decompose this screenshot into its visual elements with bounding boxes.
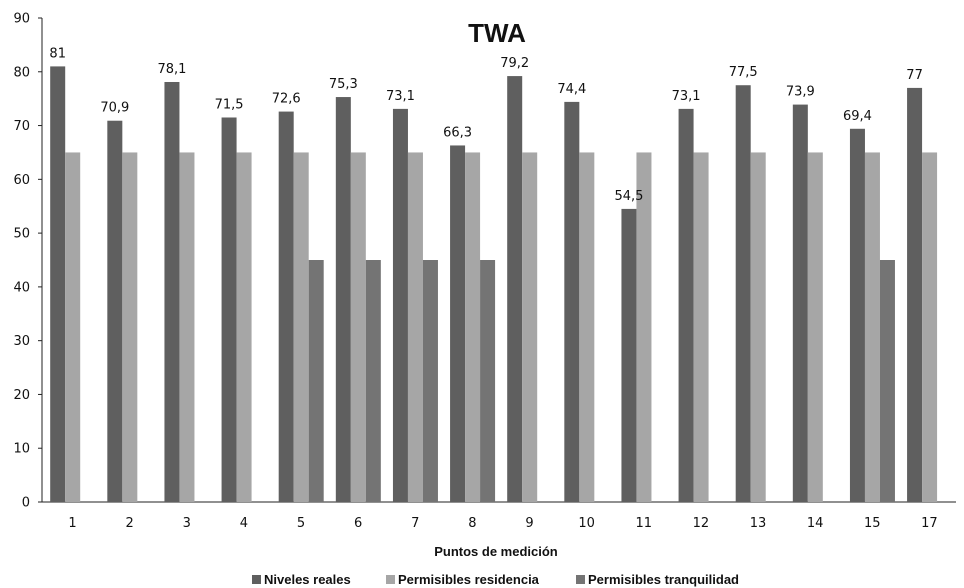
y-tick-label: 10: [13, 442, 30, 457]
data-label: 77,5: [729, 65, 758, 80]
data-label: 78,1: [157, 62, 186, 77]
x-tick-label: 5: [297, 516, 305, 531]
bar-permisibles-residencia: [350, 152, 366, 502]
x-tick-label: 10: [578, 516, 595, 531]
data-label: 69,4: [843, 109, 872, 124]
x-tick-label: 8: [468, 516, 476, 531]
x-axis-ticks: 1 2 3 4 5 6 7 8 9 10 11 12 13 14 15 17: [68, 516, 937, 531]
bar-permisibles-residencia: [522, 152, 538, 502]
bar-permisibles-tranquilidad: [422, 260, 438, 502]
data-label: 71,5: [215, 97, 244, 112]
bar-permisibles-tranquilidad: [308, 260, 324, 502]
data-label: 73,1: [672, 89, 701, 104]
data-label: 54,5: [614, 189, 643, 204]
bar-niveles-reales: [735, 85, 751, 502]
bar-niveles-reales: [107, 120, 123, 503]
x-tick-label: 12: [693, 516, 710, 531]
y-tick-label: 40: [13, 280, 30, 295]
y-tick-label: 80: [13, 65, 30, 80]
y-tick-label: 50: [13, 227, 30, 242]
data-label: 72,6: [272, 92, 301, 107]
bar-permisibles-residencia: [750, 152, 766, 502]
bar-niveles-reales: [335, 97, 351, 502]
x-tick-label: 6: [354, 516, 362, 531]
bar-permisibles-residencia: [807, 152, 823, 502]
x-tick-label: 4: [240, 516, 248, 531]
data-label: 77: [906, 68, 923, 83]
x-tick-label: 17: [921, 516, 938, 531]
bar-niveles-reales: [849, 128, 865, 502]
bar-niveles-reales: [164, 81, 180, 503]
bar-permisibles-residencia: [236, 152, 252, 502]
data-label: 70,9: [100, 101, 129, 116]
bar-permisibles-tranquilidad: [480, 260, 496, 502]
data-label: 66,3: [443, 125, 472, 140]
bar-niveles-reales: [221, 117, 237, 502]
legend-label: Permisibles tranquilidad: [588, 572, 739, 587]
bar-permisibles-residencia: [636, 152, 652, 502]
legend-swatch: [386, 575, 395, 584]
bar-permisibles-residencia: [579, 152, 595, 502]
legend-swatch: [252, 575, 261, 584]
bar-permisibles-residencia: [407, 152, 423, 502]
bar-permisibles-residencia: [922, 152, 938, 502]
bar-niveles-reales: [278, 111, 294, 502]
data-label: 79,2: [500, 56, 529, 71]
y-axis-ticks: 0 10 20 30 40 50 60 70 80 90: [13, 12, 42, 511]
bar-permisibles-residencia: [122, 152, 138, 502]
legend-swatch: [576, 575, 585, 584]
bar-permisibles-residencia: [864, 152, 880, 502]
bar-niveles-reales: [50, 66, 66, 503]
bar-permisibles-residencia: [693, 152, 709, 502]
bar-niveles-reales: [678, 108, 694, 502]
data-label: 73,9: [786, 85, 815, 100]
bar-niveles-reales: [564, 101, 580, 502]
bar-permisibles-residencia: [65, 152, 81, 502]
bar-permisibles-residencia: [293, 152, 309, 502]
data-label: 81: [49, 46, 66, 61]
x-tick-label: 14: [807, 516, 824, 531]
bar-niveles-reales: [507, 76, 523, 502]
legend-label: Niveles reales: [264, 572, 351, 587]
bar-niveles-reales: [450, 145, 466, 502]
data-labels: 81 70,9 78,1 71,5 72,6 75,3 73,1 66,3 79,2 74,4 54…: [49, 46, 922, 204]
data-label: 75,3: [329, 77, 358, 92]
legend-label: Permisibles residencia: [398, 572, 540, 587]
bar-permisibles-residencia: [179, 152, 195, 502]
bar-permisibles-tranquilidad: [879, 260, 895, 502]
x-tick-label: 13: [750, 516, 767, 531]
x-tick-label: 2: [126, 516, 134, 531]
x-tick-label: 9: [525, 516, 533, 531]
x-tick-label: 11: [636, 516, 653, 531]
y-tick-label: 70: [13, 119, 30, 134]
y-tick-label: 0: [22, 496, 30, 511]
bars: [50, 66, 938, 503]
chart-title: TWA: [468, 18, 526, 48]
y-tick-label: 60: [13, 173, 30, 188]
x-tick-label: 1: [68, 516, 76, 531]
bar-niveles-reales: [621, 208, 637, 502]
x-axis-title: Puntos de medición: [434, 544, 558, 559]
data-label: 74,4: [557, 82, 586, 97]
bar-niveles-reales: [907, 87, 923, 503]
bar-permisibles-residencia: [465, 152, 481, 502]
bar-niveles-reales: [392, 108, 408, 502]
y-tick-label: 20: [13, 388, 30, 403]
data-label: 73,1: [386, 89, 415, 104]
x-tick-label: 3: [183, 516, 191, 531]
y-tick-label: 90: [13, 12, 30, 27]
x-tick-label: 7: [411, 516, 419, 531]
bar-niveles-reales: [792, 104, 808, 503]
y-tick-label: 30: [13, 334, 30, 349]
x-tick-label: 15: [864, 516, 881, 531]
legend: Niveles reales Permisibles residencia Perm…: [252, 572, 739, 587]
bar-permisibles-tranquilidad: [365, 260, 381, 502]
